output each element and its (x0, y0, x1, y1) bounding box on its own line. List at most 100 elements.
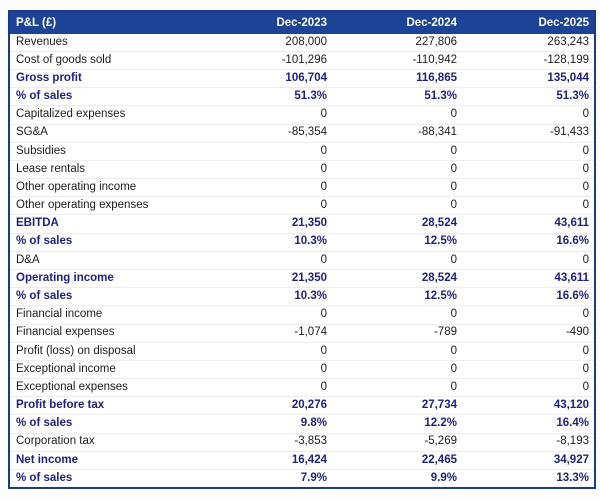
table-row: Exceptional income 0 0 0 (10, 360, 594, 380)
column-header-dec-2023: Dec-2023 (202, 12, 332, 34)
table-row: % of sales 7.9% 9.9% 13.3% (10, 469, 594, 487)
table-header-row: P&L (£) Dec-2023 Dec-2024 Dec-2025 (10, 12, 594, 34)
cell-value: 0 (462, 196, 594, 216)
cell-value: 43,611 (462, 269, 594, 289)
row-label: Financial expenses (10, 324, 202, 343)
cell-value: -128,199 (462, 51, 594, 71)
cell-value: 16,424 (202, 451, 332, 470)
table-row: Lease rentals 0 0 0 (10, 160, 594, 180)
cell-value: 0 (332, 378, 462, 398)
cell-value: 51.3% (462, 87, 594, 107)
table-title-cell: P&L (£) (10, 12, 202, 34)
cell-value: 0 (202, 305, 332, 325)
row-label: EBITDA (10, 214, 202, 234)
table-row: % of sales 9.8% 12.2% 16.4% (10, 414, 594, 434)
table-row: Capitalized expenses 0 0 0 (10, 105, 594, 125)
pnl-table: P&L (£) Dec-2023 Dec-2024 Dec-2025 Reven… (10, 12, 594, 487)
cell-value: 22,465 (332, 451, 462, 470)
cell-value: 0 (202, 360, 332, 380)
row-label: Subsidies (10, 142, 202, 161)
cell-value: 13.3% (556, 471, 589, 484)
cell-value: 20,276 (202, 396, 332, 416)
row-label: Gross profit (10, 69, 202, 89)
cell-value: 0 (332, 105, 462, 125)
cell-value: 43,120 (462, 396, 594, 416)
cell-value: 10.3% (202, 233, 332, 252)
cell-value: 43,611 (462, 214, 594, 234)
cell-value: 28,524 (332, 269, 462, 289)
table-row: Other operating expenses 0 0 0 (10, 196, 594, 216)
row-label: Financial income (10, 305, 202, 325)
row-label: Corporation tax (10, 433, 202, 452)
table-row: Subsidies 0 0 0 (10, 142, 594, 161)
cell-value: 0 (332, 342, 462, 361)
cell-value: 0 (462, 251, 594, 271)
cell-value: 9.9% (430, 471, 457, 484)
cell-value: 12.5% (332, 287, 462, 307)
table-row: Financial expenses -1,074 -789 -490 (10, 324, 594, 343)
row-label: Net income (10, 451, 202, 470)
cell-value: 0 (202, 378, 332, 398)
cell-value: 51.3% (202, 87, 332, 107)
row-label: Cost of goods sold (10, 51, 202, 71)
cell-value: 7.9% (300, 471, 327, 484)
row-label: Other operating income (10, 178, 202, 198)
row-label: Exceptional income (10, 360, 202, 380)
table-row: Other operating income 0 0 0 (10, 178, 594, 198)
pnl-forecast-table: P&L (£) Dec-2023 Dec-2024 Dec-2025 Reven… (8, 10, 596, 489)
cell-value: -789 (332, 324, 462, 343)
cell-value: 263,243 (462, 34, 594, 52)
row-label: % of sales (10, 287, 202, 307)
row-label: Exceptional expenses (10, 378, 202, 398)
cell-value: 0 (202, 251, 332, 271)
cell-value: 227,806 (332, 34, 462, 52)
cell-value: 16.6% (462, 287, 594, 307)
table-row: % of sales 10.3% 12.5% 16.6% (10, 287, 594, 307)
cell-value: -3,853 (202, 433, 332, 452)
row-label: Other operating expenses (10, 196, 202, 216)
cell-value: -490 (462, 324, 594, 343)
row-label: Profit (loss) on disposal (10, 342, 202, 361)
table-row: % of sales 10.3% 12.5% 16.6% (10, 233, 594, 252)
cell-value: -91,433 (462, 124, 594, 143)
table-row: Gross profit 106,704 116,865 135,044 (10, 69, 594, 89)
table-row: Operating income 21,350 28,524 43,611 (10, 269, 594, 289)
table-row: Profit before tax 20,276 27,734 43,120 (10, 396, 594, 416)
table-row: Exceptional expenses 0 0 0 (10, 378, 594, 398)
cell-value: 116,865 (332, 69, 462, 89)
cell-value: 106,704 (202, 69, 332, 89)
cell-value: 0 (462, 378, 594, 398)
row-label: % of sales (10, 87, 202, 107)
cell-value: -8,193 (462, 433, 594, 452)
table-row: EBITDA 21,350 28,524 43,611 (10, 214, 594, 234)
cell-value: 0 (462, 178, 594, 198)
row-label: SG&A (10, 124, 202, 143)
cell-value: 0 (462, 142, 594, 161)
cell-value: 0 (332, 305, 462, 325)
cell-value: -110,942 (332, 51, 462, 71)
table-row: Revenues 208,000 227,806 263,243 (10, 34, 594, 52)
column-header-dec-2024: Dec-2024 (332, 12, 462, 34)
cell-value: 0 (202, 178, 332, 198)
cell-value: 0 (202, 160, 332, 180)
cell-value: -1,074 (202, 324, 332, 343)
cell-value: 0 (202, 142, 332, 161)
table-row: SG&A -85,354 -88,341 -91,433 (10, 124, 594, 143)
cell-value: 12.5% (332, 233, 462, 252)
row-label: Revenues (10, 34, 202, 52)
row-label: % of sales (10, 233, 202, 252)
cell-value: 0 (332, 251, 462, 271)
cell-value: 0 (202, 342, 332, 361)
cell-value: 21,350 (202, 269, 332, 289)
cell-value: 135,044 (462, 69, 594, 89)
cell-value: 16.4% (462, 414, 594, 434)
row-label: Profit before tax (10, 396, 202, 416)
cell-value: 12.2% (332, 414, 462, 434)
cell-value: -101,296 (202, 51, 332, 71)
row-label: Lease rentals (10, 160, 202, 180)
column-header-dec-2025: Dec-2025 (462, 12, 594, 34)
table-row: % of sales 51.3% 51.3% 51.3% (10, 87, 594, 107)
cell-value: 0 (462, 105, 594, 125)
row-label: Operating income (10, 269, 202, 289)
cell-value: 0 (332, 142, 462, 161)
